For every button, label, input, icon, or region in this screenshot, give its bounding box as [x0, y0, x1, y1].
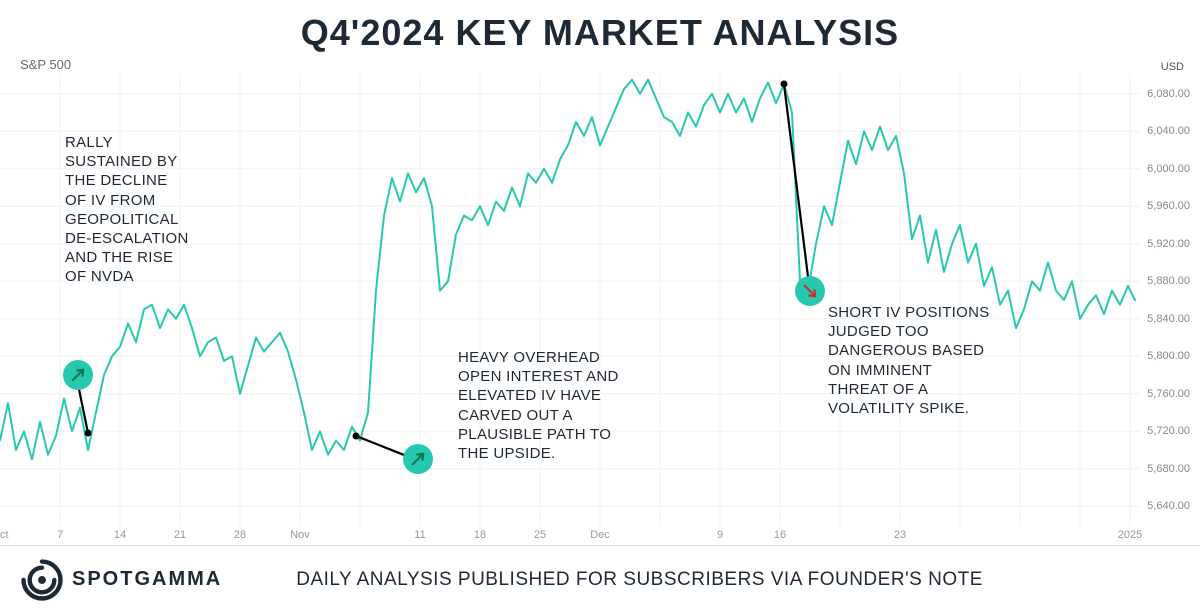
x-tick-label: 2025 [1118, 529, 1142, 541]
y-tick-label: 6,080.00 [1147, 88, 1190, 100]
chart-area: S&P 500 USD 5,640.00 5,680.00 5,720.00 5,76… [0, 55, 1200, 545]
brand-name: SPOTGAMMA [72, 568, 222, 591]
x-tick-label: 21 [174, 529, 186, 541]
y-tick-label: 5,760.00 [1147, 388, 1190, 400]
x-tick-label: 23 [894, 529, 906, 541]
x-tick-label: 25 [534, 529, 546, 541]
y-tick-label: 5,880.00 [1147, 275, 1190, 287]
y-tick-label: 5,720.00 [1147, 425, 1190, 437]
y-tick-label: 5,640.00 [1147, 500, 1190, 512]
x-tick-label: 11 [414, 529, 425, 541]
y-tick-label: 5,680.00 [1147, 463, 1190, 475]
y-tick-label: 6,000.00 [1147, 163, 1190, 175]
x-tick-label: Oct [0, 529, 9, 541]
y-tick-label: 5,960.00 [1147, 200, 1190, 212]
brand-logo: SPOTGAMMA [20, 558, 222, 602]
series-label: S&P 500 [20, 57, 71, 72]
y-tick-label: 5,840.00 [1147, 313, 1190, 325]
y-tick-label: 6,040.00 [1147, 125, 1190, 137]
footer-text: DAILY ANALYSIS PUBLISHED FOR SUBSCRIBERS… [296, 569, 983, 591]
x-tick-label: 28 [234, 529, 246, 541]
y-tick-label: 5,800.00 [1147, 350, 1190, 362]
x-tick-label: Dec [590, 529, 610, 541]
x-tick-label: 7 [57, 529, 63, 541]
axis-unit-label: USD [1155, 59, 1190, 75]
x-tick-label: Nov [290, 529, 310, 541]
y-tick-label: 5,920.00 [1147, 238, 1190, 250]
x-tick-label: 9 [717, 529, 723, 541]
page-title: Q4'2024 KEY MARKET ANALYSIS [0, 12, 1200, 54]
x-axis: Oct 7 14 21 28 Nov 11 18 25 Dec 9 16 23 2025 [0, 525, 1140, 541]
line-chart [0, 75, 1140, 525]
x-tick-label: 16 [774, 529, 786, 541]
spotgamma-logo-icon [20, 558, 64, 602]
footer: SPOTGAMMA DAILY ANALYSIS PUBLISHED FOR S… [0, 545, 1200, 613]
x-tick-label: 18 [474, 529, 486, 541]
x-tick-label: 14 [114, 529, 126, 541]
